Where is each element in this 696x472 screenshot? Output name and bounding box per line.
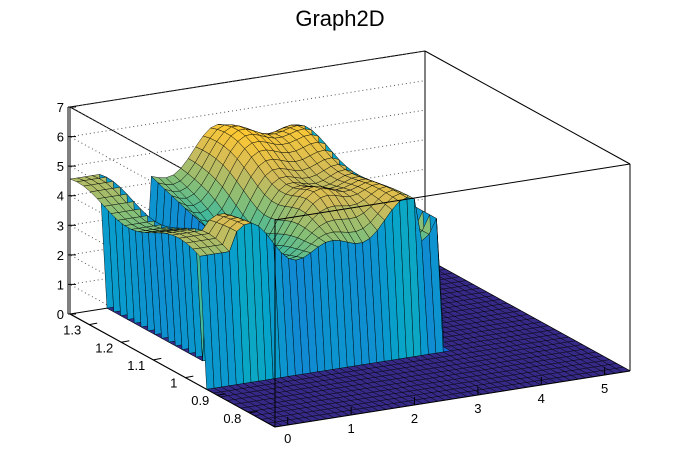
y-tick (121, 340, 130, 343)
y-tick-label: 1 (170, 376, 177, 391)
grid-line (69, 80, 426, 138)
z-tick-label: 4 (57, 189, 64, 204)
z-tick-label: 3 (57, 218, 64, 233)
y-tick (89, 322, 98, 326)
x-tick-label: 2 (411, 411, 418, 426)
y-tick (185, 375, 194, 379)
axes (67, 106, 606, 428)
surface-mesh (69, 124, 631, 428)
chart-title: Graph2D (295, 6, 384, 31)
box-edge (274, 163, 631, 221)
x-tick-label: 3 (474, 401, 481, 416)
z-tick-label: 0 (57, 307, 64, 322)
y-tick-label: 0.8 (223, 411, 241, 426)
tick-labels: 0 1 2 3 4 5 6 7 0 1 2 3 4 5 0.8 0.9 1 1.1 1.2 1.3 (57, 100, 608, 446)
x-tick-label: 0 (284, 431, 291, 446)
z-tick-label: 7 (57, 100, 64, 115)
y-tick-label: 1.2 (95, 340, 113, 355)
x-tick-label: 4 (538, 391, 545, 406)
y-tick-label: 1.3 (63, 323, 81, 338)
z-tick-label: 1 (57, 277, 64, 292)
z-tick-label: 5 (57, 159, 64, 174)
box-edge (424, 50, 631, 165)
x-tick-label: 1 (347, 421, 354, 436)
y-tick-label: 1.1 (127, 358, 145, 373)
y-tick (153, 357, 162, 361)
box-front-frame (274, 163, 631, 428)
y-axis (69, 313, 276, 428)
z-tick-label: 6 (57, 130, 64, 145)
box-edge (69, 50, 426, 108)
y-tick (217, 393, 226, 396)
y-tick-label: 0.9 (191, 393, 209, 408)
x-axis (274, 370, 631, 428)
x-tick-label: 5 (601, 381, 608, 396)
y-tick (249, 410, 258, 414)
z-tick-label: 2 (57, 248, 64, 263)
